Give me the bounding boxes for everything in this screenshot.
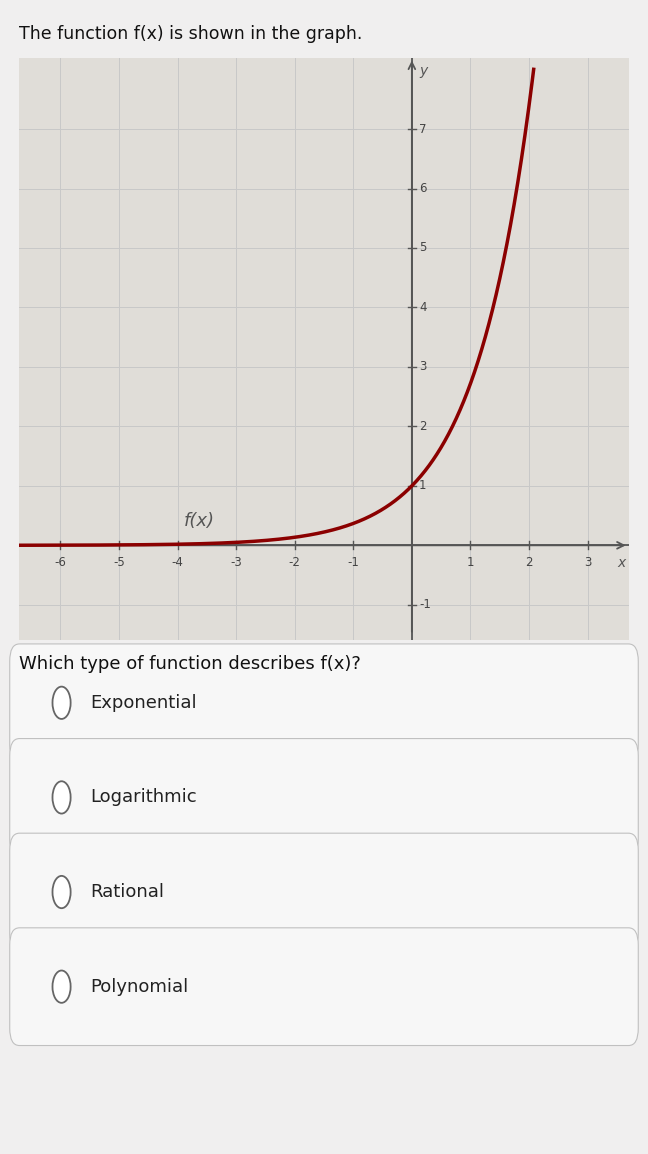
Text: -2: -2 xyxy=(289,556,301,569)
Text: 3: 3 xyxy=(419,360,426,374)
Text: x: x xyxy=(618,556,625,570)
Text: f(x): f(x) xyxy=(183,512,214,531)
Text: Polynomial: Polynomial xyxy=(91,977,189,996)
Text: 1: 1 xyxy=(467,556,474,569)
Text: 2: 2 xyxy=(526,556,533,569)
Text: -1: -1 xyxy=(419,598,431,612)
Text: 4: 4 xyxy=(419,301,426,314)
Text: Exponential: Exponential xyxy=(91,694,198,712)
Text: 5: 5 xyxy=(419,241,426,255)
Text: The function f(x) is shown in the graph.: The function f(x) is shown in the graph. xyxy=(19,25,363,44)
Text: Logarithmic: Logarithmic xyxy=(91,788,198,807)
Text: -4: -4 xyxy=(172,556,183,569)
Text: -3: -3 xyxy=(230,556,242,569)
Text: -6: -6 xyxy=(54,556,66,569)
Text: Rational: Rational xyxy=(91,883,165,901)
Text: 2: 2 xyxy=(419,420,426,433)
Text: -5: -5 xyxy=(113,556,125,569)
Text: -1: -1 xyxy=(347,556,359,569)
Text: 1: 1 xyxy=(419,479,426,493)
Text: 7: 7 xyxy=(419,122,426,135)
Text: 3: 3 xyxy=(584,556,591,569)
Text: 6: 6 xyxy=(419,182,426,195)
Text: Which type of function describes f(x)?: Which type of function describes f(x)? xyxy=(19,655,362,674)
Text: y: y xyxy=(419,63,427,77)
